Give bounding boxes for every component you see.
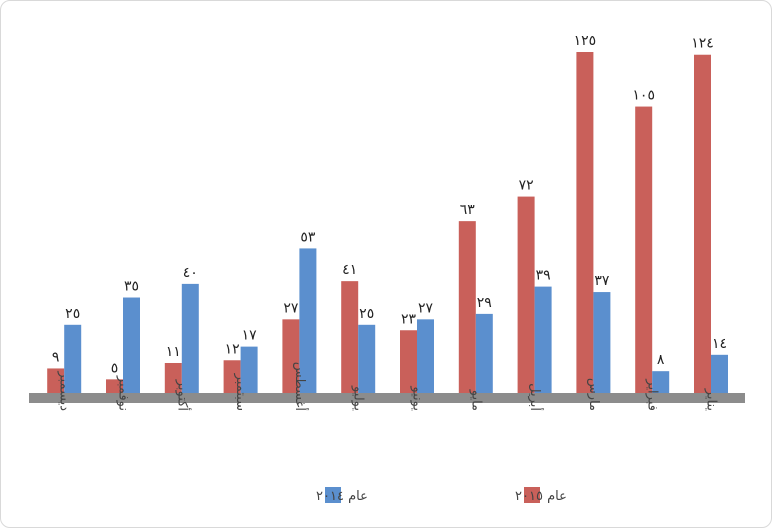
bar-2014-2 bbox=[652, 371, 670, 393]
value-label-2015-10: ١١ bbox=[166, 344, 181, 360]
bar-2014-10 bbox=[181, 283, 199, 393]
legend-swatch-2015 bbox=[524, 487, 540, 503]
legend: عام ٢٠١٥ عام ٢٠١٤ bbox=[316, 487, 567, 504]
value-label-2015-8: ٢٧ bbox=[283, 300, 299, 316]
bar-2015-11 bbox=[106, 379, 123, 393]
value-label-2014-8: ٥٣ bbox=[300, 229, 316, 245]
value-label-2015-3: ١٢٥ bbox=[574, 33, 597, 49]
bar-2014-11 bbox=[123, 297, 140, 393]
category-label-3: مارس bbox=[586, 378, 601, 411]
bar-2014-9 bbox=[240, 346, 258, 393]
x-axis-line bbox=[29, 393, 745, 403]
category-label-9: سبتمبر bbox=[233, 373, 248, 411]
legend-label-2014: عام ٢٠١٤ bbox=[316, 489, 368, 504]
value-label-2014-12: ٢٥ bbox=[65, 306, 80, 322]
category-label-8: أغسطس bbox=[292, 362, 309, 411]
category-label-11: نوفمبر bbox=[116, 375, 131, 411]
legend-swatch-2014 bbox=[325, 487, 341, 503]
bar-2015-2 bbox=[635, 106, 653, 393]
bar-2015-3 bbox=[576, 52, 594, 393]
category-labels-layer: يناير فبراير مارس أبريل مايو يونيو يوليو أغسطس س… bbox=[57, 362, 719, 412]
bar-2015-9 bbox=[223, 360, 241, 393]
value-label-2014-1: ١٤ bbox=[712, 336, 727, 352]
bar-2014-5 bbox=[475, 313, 493, 393]
category-label-2: فبراير bbox=[645, 378, 660, 411]
value-label-2015-6: ٢٣ bbox=[401, 311, 417, 327]
bar-2015-7 bbox=[341, 281, 359, 393]
value-label-2015-11: ٥ bbox=[111, 360, 119, 376]
bar-2014-7 bbox=[358, 324, 376, 393]
bar-2014-3 bbox=[593, 292, 611, 393]
bar-2014-1 bbox=[711, 354, 728, 393]
bar-2015-8 bbox=[282, 319, 300, 393]
value-label-2014-7: ٢٥ bbox=[359, 306, 374, 322]
bar-2014-8 bbox=[299, 248, 317, 393]
legend-label-2015: عام ٢٠١٥ bbox=[515, 489, 567, 504]
category-label-1: يناير bbox=[704, 388, 719, 412]
value-label-2014-6: ٢٧ bbox=[418, 300, 434, 316]
bar-2014-4 bbox=[534, 286, 552, 393]
bar-2015-6 bbox=[400, 330, 417, 393]
value-label-2014-10: ٤٠ bbox=[183, 265, 198, 281]
bar-2015-12 bbox=[47, 368, 65, 393]
value-label-2015-5: ٦٣ bbox=[460, 202, 476, 218]
value-label-2015-1: ١٢٤ bbox=[691, 36, 714, 52]
bar-2014-12 bbox=[64, 324, 82, 393]
category-label-7: يوليو bbox=[351, 385, 366, 411]
bar-2015-4 bbox=[517, 196, 535, 393]
category-label-12: ديسمبر bbox=[57, 370, 72, 411]
category-label-10: أكتوبر bbox=[174, 379, 191, 411]
value-label-2015-9: ١٢ bbox=[225, 341, 240, 357]
value-label-2014-5: ٢٩ bbox=[477, 295, 492, 311]
value-labels-layer: ١٢٤١٤١٠٥٨١٢٥٣٧٧٢٣٩٦٣٢٩٢٣٢٧٤١٢٥٢٧٥٣١٢١٧١١… bbox=[52, 33, 727, 376]
value-label-2014-2: ٨ bbox=[657, 352, 665, 368]
value-label-2015-2: ١٠٥ bbox=[632, 88, 655, 104]
bar-2014-6 bbox=[417, 319, 434, 393]
category-label-6: يونيو bbox=[410, 385, 425, 411]
bar-2015-5 bbox=[458, 221, 476, 393]
value-label-2014-4: ٣٩ bbox=[536, 268, 551, 284]
category-label-5: مايو bbox=[468, 389, 483, 411]
bar-2015-1 bbox=[694, 54, 711, 394]
value-label-2014-3: ٣٧ bbox=[594, 273, 610, 289]
bar-2015-10 bbox=[164, 362, 182, 393]
value-label-2014-9: ١٧ bbox=[242, 328, 258, 344]
value-label-2015-4: ٧٢ bbox=[519, 178, 534, 194]
category-label-4: أبريل bbox=[527, 383, 544, 411]
value-label-2015-7: ٤١ bbox=[342, 262, 357, 278]
bars-layer bbox=[47, 52, 728, 394]
value-label-2015-12: ٩ bbox=[52, 349, 60, 365]
value-label-2014-11: ٣٥ bbox=[124, 279, 139, 295]
